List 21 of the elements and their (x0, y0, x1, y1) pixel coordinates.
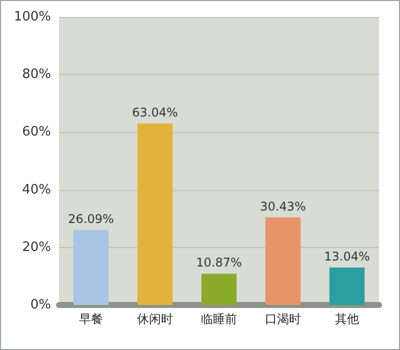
y-tick-label: 0% (30, 298, 51, 312)
data-label: 13.04% (324, 249, 370, 264)
data-label: 30.43% (260, 199, 306, 214)
bar (265, 217, 301, 305)
x-tick-label: 休闲时 (137, 312, 173, 326)
bar (329, 267, 365, 305)
x-tick-label: 临睡前 (201, 312, 237, 326)
y-tick-label: 40% (22, 182, 51, 198)
bar (73, 230, 109, 305)
y-tick-label: 100% (14, 10, 51, 24)
data-label: 63.04% (132, 105, 178, 120)
data-label: 10.87% (196, 256, 242, 270)
y-tick-label: 60% (22, 124, 51, 140)
bar (201, 274, 237, 305)
y-tick-label: 20% (22, 240, 51, 255)
y-tick-label: 80% (22, 67, 51, 82)
x-tick-label: 其他 (335, 312, 359, 326)
x-tick-label: 口渴时 (265, 312, 301, 326)
bar (137, 123, 173, 305)
data-label: 26.09% (68, 212, 114, 226)
x-tick-label: 早餐 (79, 312, 103, 326)
